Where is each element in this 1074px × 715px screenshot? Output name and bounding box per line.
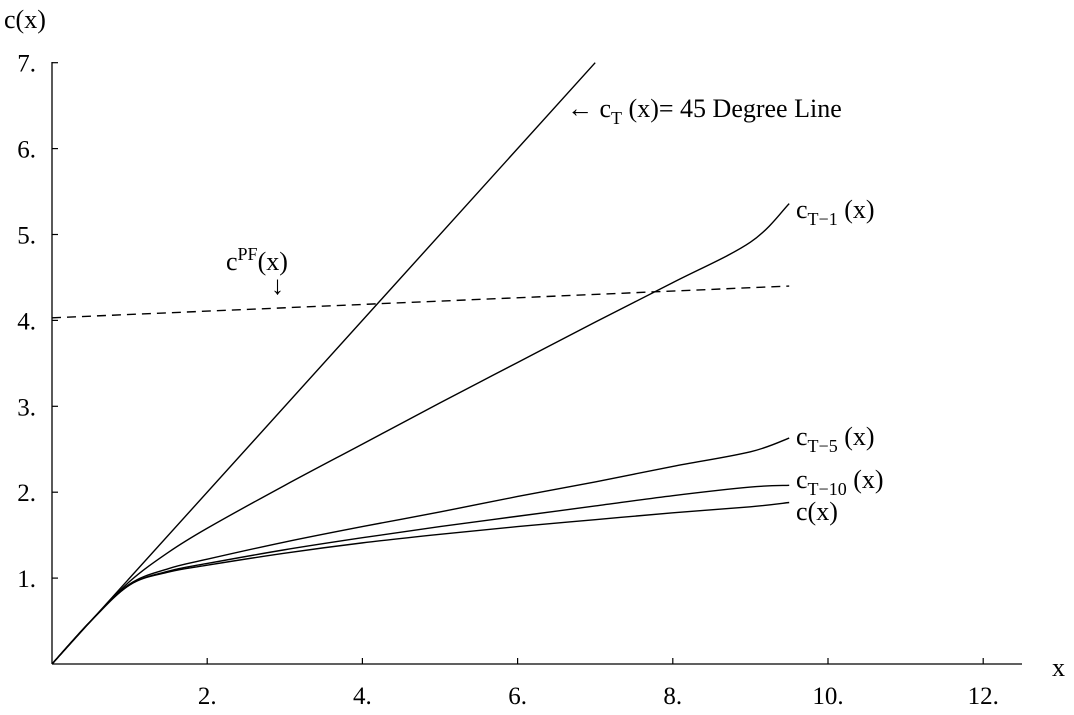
curve-label-group: ← cT (x)= 45 Degree Line cT−1 (x) cT−5 (… (226, 94, 884, 526)
y-tick-label: 3. (17, 394, 36, 421)
x-tick-label: 12. (968, 683, 999, 710)
x-tick-label: 4. (353, 683, 372, 710)
y-tick-label: 5. (17, 223, 36, 250)
x-tick-label: 2. (198, 683, 217, 710)
curve-45-degree-line (51, 62, 596, 665)
label-c-t-minus-10: cT−10 (x) (796, 465, 884, 499)
curve-c-t-minus-5 (51, 437, 790, 665)
label-c-pf-sup: PF (238, 244, 258, 264)
label-c-pf-arrow: ↓ (271, 271, 284, 300)
label-45-degree-arrow: ← (567, 94, 600, 123)
curve-group (51, 62, 790, 665)
label-c-t-minus-5: cT−5 (x) (796, 422, 875, 456)
label-45-degree-suffix: = 45 Degree Line (659, 94, 842, 123)
label-45-degree-tail: (x) (622, 94, 659, 123)
curve-c-x (51, 501, 790, 665)
label-c-t-minus-1: cT−1 (x) (796, 195, 875, 229)
y-tick-label: 6. (17, 137, 36, 164)
curve-c-t-minus-1 (51, 203, 790, 665)
label-45-degree-sub: T (611, 108, 622, 128)
label-c-t-minus-5-sub: T−5 (808, 436, 838, 456)
axes: x c(x) (4, 5, 1065, 682)
x-tick-label: 6. (508, 683, 527, 710)
curve-c-pf (51, 285, 790, 319)
y-tick-label: 2. (17, 480, 36, 507)
label-c-pf-main: c (226, 247, 238, 276)
label-45-degree-main: c (600, 94, 612, 123)
label-c-t-minus-1-sub: T−1 (808, 209, 838, 229)
label-c-pf-tail: (x) (258, 247, 288, 276)
label-c-t-minus-1-tail: (x) (838, 195, 875, 224)
label-c-t-minus-1-main: c (796, 195, 808, 224)
label-c-x: c(x) (796, 497, 838, 526)
y-tick-label: 1. (17, 566, 36, 593)
label-c-t-minus-10-sub: T−10 (808, 479, 847, 499)
tick-group: 2. 4. 6. 8. 10. 12. 1. 2. 3. 4. 5. 6. 7. (17, 51, 999, 710)
label-c-t-minus-5-main: c (796, 422, 808, 451)
label-c-t-minus-10-main: c (796, 465, 808, 494)
label-c-t-minus-5-tail: (x) (838, 422, 875, 451)
x-tick-label: 8. (663, 683, 682, 710)
label-c-pf: cPF(x) (226, 244, 288, 276)
x-tick-label: 10. (812, 683, 843, 710)
y-axis-title: c(x) (4, 5, 46, 34)
x-axis-title: x (1052, 653, 1065, 682)
y-tick-label: 4. (17, 308, 36, 335)
label-c-t-minus-10-tail: (x) (847, 465, 884, 494)
y-tick-label: 7. (17, 51, 36, 78)
label-45-degree-line: ← cT (x)= 45 Degree Line (567, 94, 842, 128)
